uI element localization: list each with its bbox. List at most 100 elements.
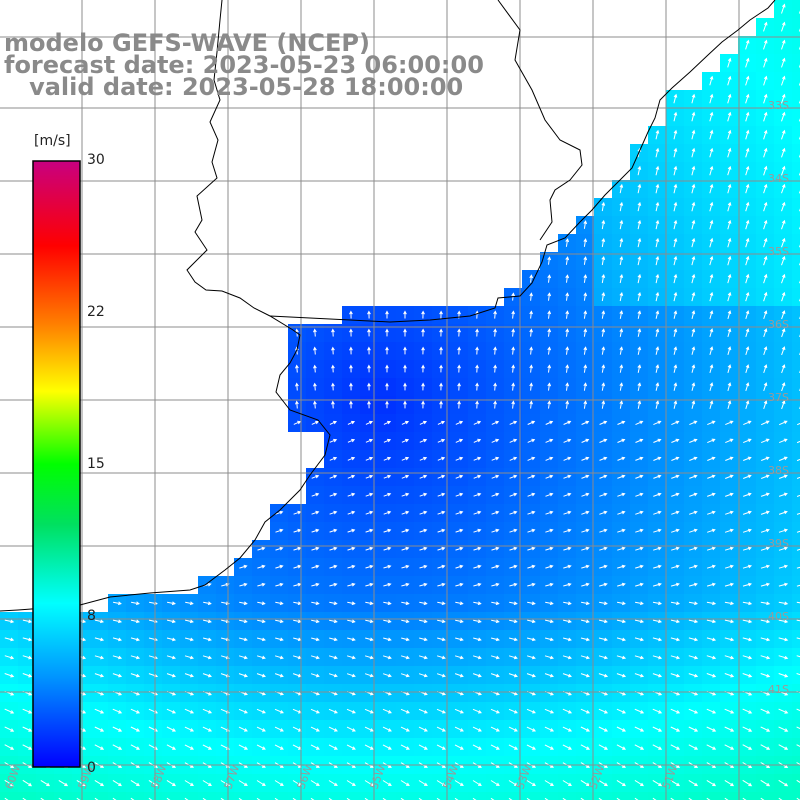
wind-arrow: [724, 726, 735, 732]
wind-arrow: [493, 310, 497, 319]
wind-arrow: [724, 528, 734, 533]
wind-arrow: [671, 510, 680, 515]
wind-arrow: [671, 492, 680, 497]
wind-arrow: [670, 673, 681, 678]
wind-arrow: [706, 744, 717, 750]
wind-arrow: [400, 744, 410, 750]
wind-arrow: [436, 673, 446, 678]
wind-arrow: [565, 382, 570, 391]
latitude-label: 35S: [768, 245, 789, 258]
wind-arrow: [403, 364, 407, 373]
wind-arrow: [760, 779, 771, 787]
wind-arrow: [745, 129, 750, 140]
wind-arrow: [419, 456, 428, 461]
wind-arrow: [22, 797, 27, 800]
wind-arrow: [653, 492, 662, 497]
wind-arrow: [472, 797, 477, 800]
wind-arrow: [365, 528, 374, 533]
wind-arrow: [421, 364, 425, 373]
wind-cell: [792, 162, 800, 180]
wind-arrow: [509, 546, 518, 551]
wind-arrow: [436, 744, 446, 750]
wind-arrow: [509, 619, 518, 624]
wind-arrow: [709, 400, 714, 410]
wind-arrow: [418, 655, 428, 660]
wind-arrow: [4, 726, 15, 732]
latitude-label: 38S: [768, 464, 789, 477]
wind-arrow: [493, 382, 497, 391]
wind-arrow: [526, 726, 537, 732]
wind-arrow: [346, 780, 356, 787]
wind-arrow: [709, 291, 714, 302]
wind-arrow: [274, 655, 284, 660]
wind-arrow: [184, 797, 189, 800]
wind-arrow: [40, 779, 51, 787]
wind-arrow: [329, 546, 338, 551]
wind-arrow: [706, 779, 717, 787]
wind-arrow: [617, 438, 626, 443]
wind-arrow: [778, 655, 789, 660]
wind-arrow: [724, 582, 735, 587]
wind-arrow: [709, 129, 714, 140]
wind-cell: [792, 198, 800, 216]
wind-arrow: [599, 510, 608, 515]
wind-arrow: [637, 273, 642, 284]
wind-arrow: [616, 779, 626, 787]
wind-arrow: [599, 474, 608, 479]
wind-arrow: [403, 310, 407, 319]
wind-arrow: [275, 564, 284, 569]
wind-arrow: [509, 564, 518, 569]
wind-arrow: [511, 310, 515, 319]
wind-arrow: [727, 255, 732, 266]
wind-arrow: [619, 183, 624, 194]
wind-arrow: [562, 744, 573, 750]
wind-arrow: [473, 510, 482, 515]
wind-arrow: [724, 744, 735, 750]
wind-arrow: [670, 726, 681, 732]
wind-arrow: [727, 129, 732, 140]
wind-arrow: [601, 201, 606, 212]
wind-arrow: [601, 382, 606, 391]
wind-arrow: [671, 420, 680, 426]
wind-arrow: [529, 274, 534, 283]
wind-arrow: [691, 147, 696, 158]
wind-arrow: [257, 619, 266, 624]
wind-arrow: [709, 165, 714, 176]
wind-arrow: [4, 744, 15, 750]
wind-arrow: [347, 420, 356, 425]
wind-arrow: [778, 474, 788, 479]
colorbar-tick-15: 15: [87, 456, 105, 472]
wind-arrow: [691, 219, 696, 230]
wind-arrow: [565, 328, 570, 337]
wind-arrow: [238, 655, 248, 660]
wind-arrow: [706, 655, 717, 660]
wind-cell: [792, 324, 800, 342]
wind-arrow: [763, 364, 768, 374]
wind-arrow: [367, 328, 371, 337]
wind-arrow: [454, 708, 464, 714]
wind-arrow: [778, 619, 789, 624]
wind-arrow: [691, 400, 696, 409]
wind-arrow: [202, 797, 207, 800]
wind-arrow: [670, 744, 681, 750]
wind-arrow: [331, 328, 335, 337]
wind-arrow: [364, 708, 374, 714]
wind-arrow: [76, 797, 81, 800]
wind-cell: [792, 270, 800, 288]
wind-cell: [792, 144, 800, 162]
wind-arrow: [796, 494, 800, 497]
wind-arrow: [419, 474, 428, 479]
wind-arrow: [652, 726, 663, 732]
wind-arrow: [401, 582, 410, 587]
wind-arrow: [619, 219, 624, 230]
wind-arrow: [689, 510, 698, 515]
wind-arrow: [329, 456, 338, 461]
wind-arrow: [655, 328, 660, 337]
wind-arrow: [457, 400, 461, 409]
wind-arrow: [706, 708, 717, 714]
wind-arrow: [598, 708, 609, 714]
wind-arrow: [418, 708, 428, 714]
wind-cell: [792, 90, 800, 108]
